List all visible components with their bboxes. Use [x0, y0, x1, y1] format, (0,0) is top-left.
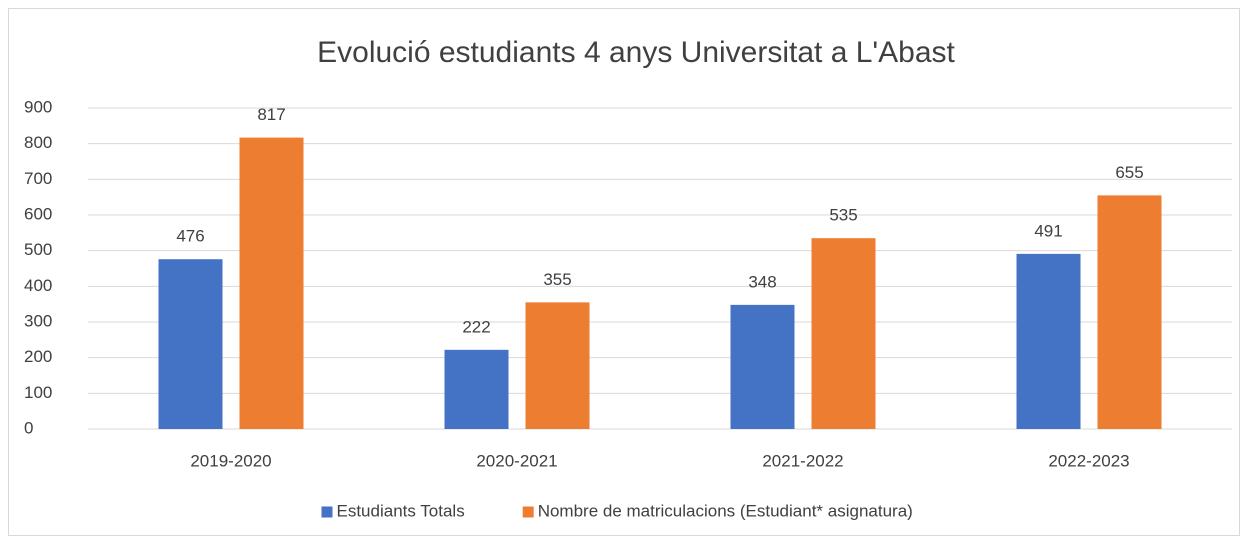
y-tick-label: 700 [24, 169, 52, 188]
bar [1016, 253, 1081, 429]
legend-label: Nombre de matriculacions (Estudiant* asi… [538, 501, 913, 520]
data-label: 817 [257, 105, 285, 124]
x-tick-label: 2020-2021 [476, 451, 557, 470]
data-label: 355 [543, 270, 571, 289]
legend-label: Estudiants Totals [337, 501, 465, 520]
bar [730, 304, 795, 429]
chart-title: Evolució estudiants 4 anys Universitat a… [317, 36, 955, 69]
bar [525, 302, 590, 429]
data-label: 348 [748, 272, 776, 291]
data-label: 222 [462, 317, 490, 336]
y-tick-label: 200 [24, 347, 52, 366]
y-tick-label: 400 [24, 276, 52, 295]
y-tick-label: 500 [24, 240, 52, 259]
bar [444, 349, 509, 429]
data-label: 655 [1115, 163, 1143, 182]
x-tick-label: 2019-2020 [190, 451, 271, 470]
y-tick-label: 800 [24, 133, 52, 152]
bar [239, 137, 304, 429]
data-label: 476 [176, 227, 204, 246]
y-tick-label: 0 [24, 418, 33, 437]
x-tick-label: 2022-2023 [1048, 451, 1129, 470]
x-tick-label: 2021-2022 [762, 451, 843, 470]
legend-swatch [321, 506, 333, 518]
bar [158, 259, 223, 429]
bar [1097, 195, 1162, 429]
bar [811, 238, 876, 429]
y-tick-label: 900 [24, 97, 52, 116]
data-label: 491 [1034, 221, 1062, 240]
y-tick-label: 300 [24, 311, 52, 330]
y-tick-label: 100 [24, 383, 52, 402]
data-label: 535 [829, 206, 857, 225]
y-tick-label: 600 [24, 204, 52, 223]
legend-swatch [522, 506, 534, 518]
